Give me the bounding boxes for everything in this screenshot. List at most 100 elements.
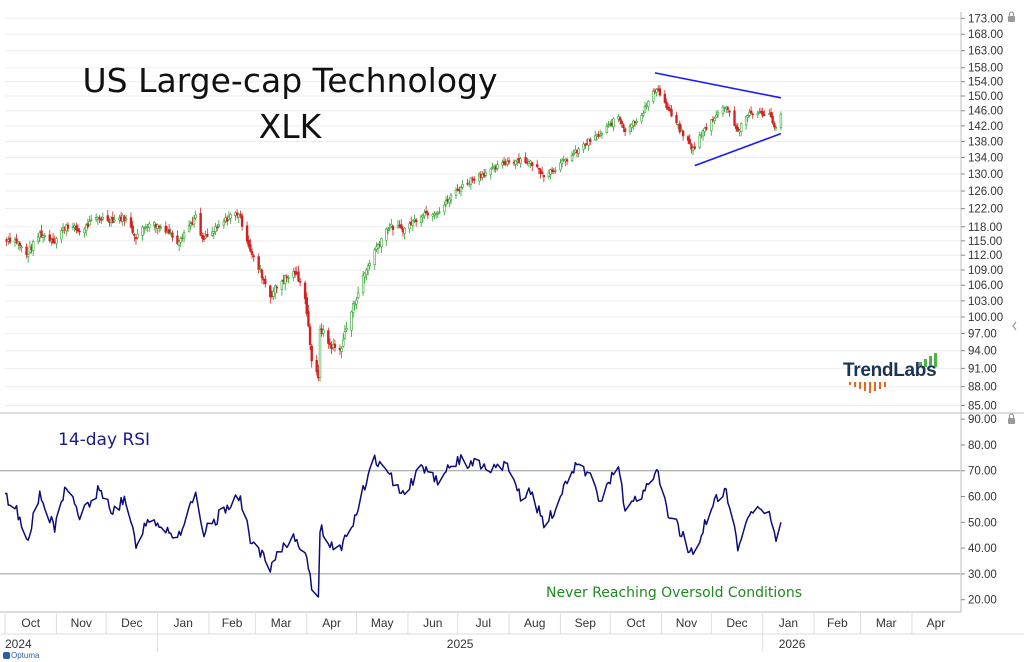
candle-body — [620, 120, 623, 125]
candle-body — [51, 238, 55, 244]
candle-body — [285, 276, 289, 278]
candle-body — [245, 225, 249, 242]
month-label: Dec — [726, 616, 747, 630]
candle-body — [746, 115, 749, 118]
price-tick-label: 115.00 — [968, 236, 1002, 248]
candle-body — [240, 215, 244, 227]
rsi-line — [4, 454, 782, 598]
rsi-grid — [0, 470, 960, 575]
candle-body — [582, 143, 585, 150]
candle-body — [153, 222, 156, 226]
chart-subtitle: XLK — [258, 107, 322, 146]
candle-body — [507, 160, 511, 163]
candle-body — [390, 223, 393, 227]
month-label: Oct — [21, 616, 40, 630]
candle-body — [391, 225, 395, 230]
candle-body — [587, 138, 590, 146]
candle-body — [167, 229, 171, 234]
candle-body — [459, 187, 463, 193]
month-label: Mar — [271, 616, 292, 630]
candle-body — [76, 228, 80, 232]
year-label: 2025 — [447, 637, 474, 651]
lock-icon — [1008, 418, 1015, 424]
candle-body — [31, 241, 35, 252]
candle-body — [327, 330, 330, 344]
candle-body — [779, 114, 783, 128]
candle-body — [363, 273, 366, 278]
price-tick-label: 106.00 — [968, 280, 1003, 292]
candle-body — [217, 224, 221, 227]
candle-body — [274, 285, 277, 294]
rsi-tick-label: 80.00 — [968, 440, 997, 452]
candle-body — [176, 235, 179, 244]
price-tick-label: 112.00 — [968, 250, 1002, 262]
candle-body — [400, 224, 403, 229]
candle-body — [386, 229, 390, 231]
candle-body — [423, 212, 426, 217]
candle-body — [8, 237, 12, 243]
candle-body — [652, 90, 655, 102]
candle-body — [297, 271, 300, 282]
candle-body — [272, 291, 275, 297]
month-label: Mar — [876, 616, 897, 630]
month-label: Dec — [121, 616, 142, 630]
candle-body — [763, 114, 766, 116]
candle-body — [572, 153, 575, 155]
candle-body — [570, 155, 574, 161]
candle-body — [124, 218, 128, 221]
candle-body — [275, 286, 279, 289]
month-label: Jun — [423, 616, 442, 630]
candle-body — [342, 339, 345, 347]
month-label: Sep — [575, 616, 597, 630]
candle-body — [15, 238, 18, 243]
rsi-tick-label: 90.00 — [968, 414, 997, 426]
optuma-brand: Optuma — [3, 651, 39, 660]
candle-body — [698, 135, 701, 148]
candle-body — [713, 118, 716, 121]
candle-body — [260, 269, 264, 279]
candle-body — [449, 194, 453, 201]
candle-body — [680, 129, 683, 131]
month-label: Nov — [676, 616, 697, 630]
candle-body — [376, 244, 380, 249]
candle-body — [489, 168, 492, 175]
candle-body — [414, 219, 418, 223]
candle-body — [310, 345, 313, 362]
candle-body — [280, 280, 284, 290]
month-label: Feb — [827, 616, 848, 630]
candle-body — [129, 217, 133, 228]
candle-body — [361, 275, 365, 293]
candle-body — [519, 158, 522, 164]
price-axis: 173.00 168.00 163.00 158.00 154.00 150.00 146.… — [961, 13, 1003, 413]
candle-body — [333, 343, 337, 348]
candle-body — [547, 172, 551, 177]
candle-body — [540, 171, 544, 175]
candle-body — [25, 246, 28, 256]
candle-body — [229, 214, 232, 219]
candle-body — [60, 230, 63, 240]
candle-body — [343, 331, 347, 339]
candle-body — [368, 263, 371, 267]
candle-body — [189, 223, 192, 227]
candle-body — [204, 235, 207, 239]
price-tick-label: 88.00 — [968, 382, 997, 394]
candle-body — [351, 303, 355, 313]
candle-body — [136, 233, 139, 238]
candle-body — [691, 147, 695, 151]
trendlabs-logo: TrendLabs — [843, 352, 943, 396]
candle-body — [90, 219, 93, 221]
candle-body — [565, 159, 569, 162]
candle-body — [612, 118, 615, 128]
candle-body — [454, 190, 458, 196]
candle-body — [658, 88, 662, 96]
candle-body — [666, 106, 670, 110]
candle-body — [769, 112, 773, 118]
candle-body — [444, 200, 448, 205]
candle-body — [690, 144, 693, 150]
price-tick-label: 158.00 — [968, 63, 1003, 75]
lock-shackle — [1008, 413, 1015, 418]
rsi-tick-label: 20.00 — [968, 595, 997, 607]
candle-body — [413, 218, 416, 221]
candle-body — [539, 169, 542, 175]
